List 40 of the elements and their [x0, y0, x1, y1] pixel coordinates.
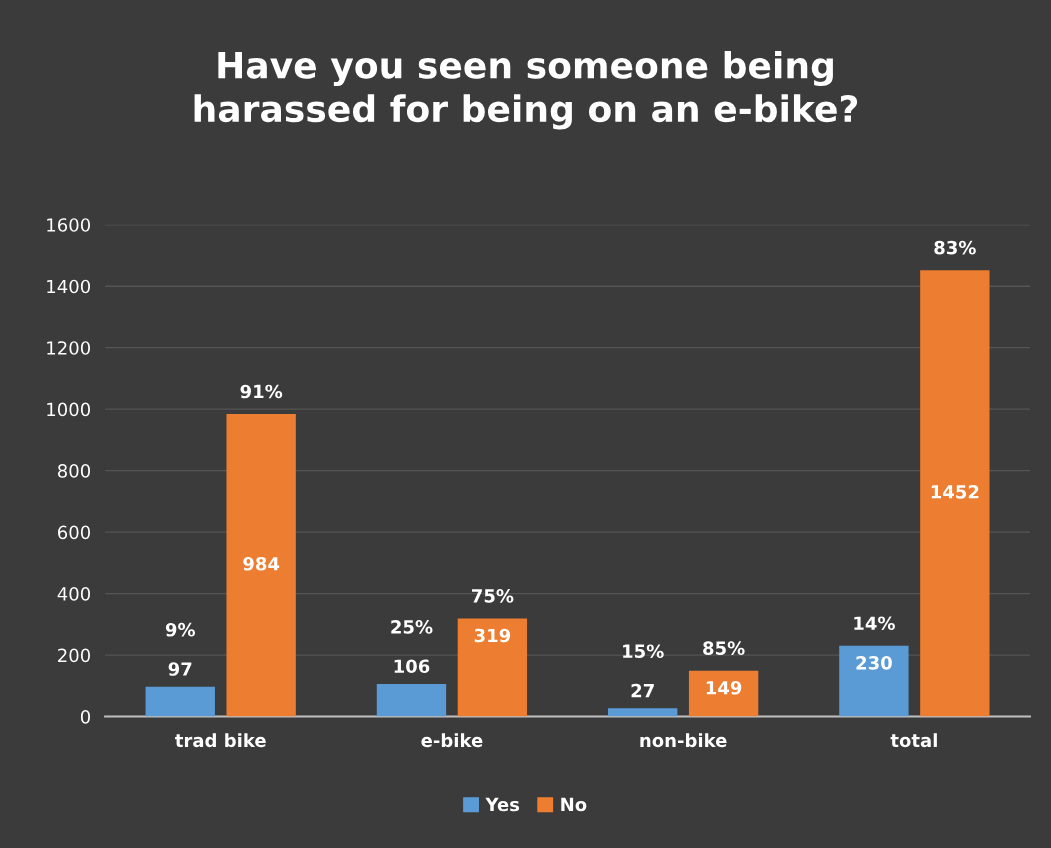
data-label: 319 [474, 628, 511, 643]
annotation: 25% [391, 620, 433, 634]
x-tick-label: total [890, 733, 937, 748]
annotation: 85% [703, 641, 745, 655]
x-tick-label: trad bike [175, 733, 266, 748]
y-tick-label: 1400 [47, 279, 91, 294]
bar [145, 686, 215, 717]
bar [688, 670, 759, 717]
x-tick-label: e-bike [421, 733, 483, 748]
data-label: 97 [168, 662, 192, 676]
bar [226, 414, 296, 717]
bar [376, 683, 447, 717]
legend-label: Yes [485, 797, 520, 812]
data-label: 984 [243, 556, 280, 571]
y-tick-label: 600 [58, 525, 91, 540]
annotation: 9% [165, 622, 195, 637]
bar [457, 618, 528, 717]
x-tick-label: non-bike [640, 733, 727, 748]
data-label: 1452 [931, 484, 979, 499]
y-tick-label: 1000 [47, 402, 91, 417]
data-label: 230 [856, 656, 892, 670]
bar [839, 645, 909, 717]
annotation: 91% [240, 384, 283, 399]
chart-title: Have you seen someone being harassed for being on an e-bike? [194, 50, 858, 130]
bar [920, 270, 990, 717]
annotation: 83% [934, 240, 976, 255]
annotation: 14% [854, 616, 895, 631]
y-tick-label: 0 [80, 710, 91, 724]
data-label: 106 [394, 659, 430, 674]
y-tick-label: 200 [58, 648, 91, 663]
annotation: 15% [623, 644, 664, 659]
data-label: 149 [706, 680, 742, 695]
annotation: 75% [471, 589, 514, 603]
y-tick-label: 800 [57, 464, 91, 478]
y-tick-label: 400 [57, 587, 91, 601]
data-label: 27 [631, 683, 654, 698]
y-tick-label: 1600 [47, 218, 91, 232]
legend-label: No [561, 797, 587, 812]
y-tick-label: 1200 [47, 341, 91, 355]
bar [608, 708, 678, 717]
